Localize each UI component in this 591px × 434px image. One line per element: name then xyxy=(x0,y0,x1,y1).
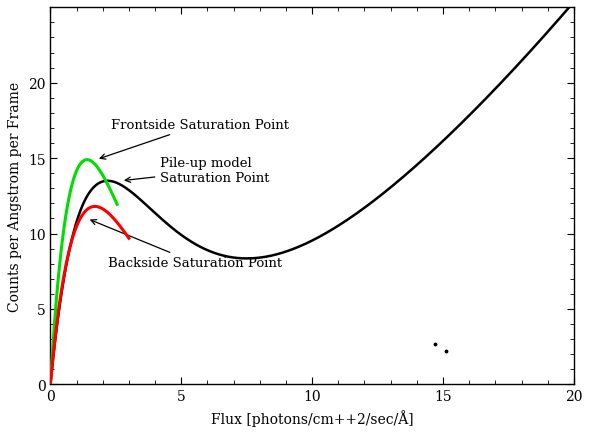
Text: Backside Saturation Point: Backside Saturation Point xyxy=(91,220,282,270)
Y-axis label: Counts per Angstrom per Frame: Counts per Angstrom per Frame xyxy=(8,82,22,311)
X-axis label: Flux [photons/cm++2/sec/Å]: Flux [photons/cm++2/sec/Å] xyxy=(211,409,414,426)
Text: Frontside Saturation Point: Frontside Saturation Point xyxy=(100,119,288,160)
Text: Pile-up model
Saturation Point: Pile-up model Saturation Point xyxy=(125,157,270,185)
